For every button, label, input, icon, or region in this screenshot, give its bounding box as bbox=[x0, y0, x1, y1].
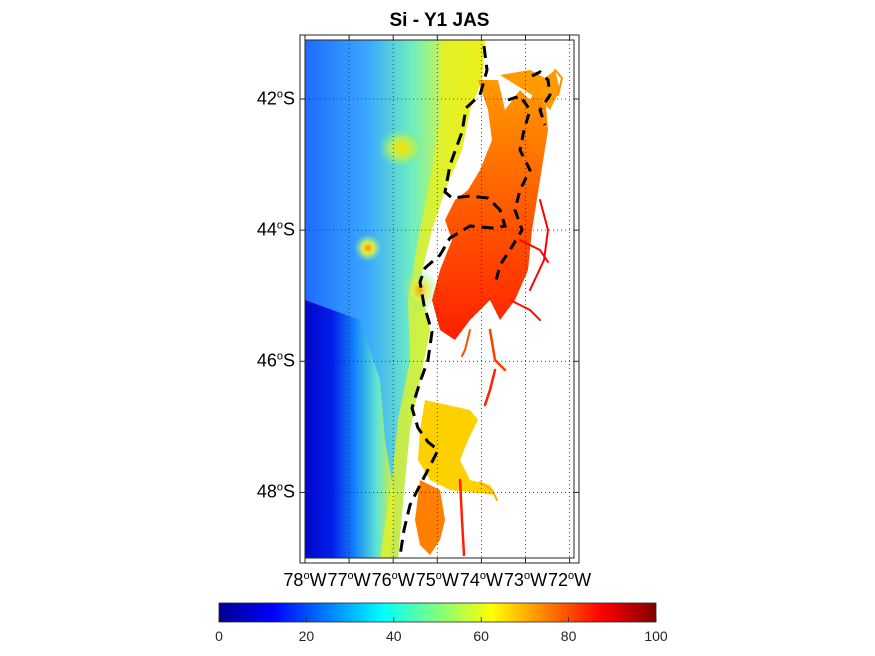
lon-label-hemisphere: W bbox=[574, 570, 592, 590]
lon-label-degrees: 73 bbox=[503, 570, 524, 590]
eddy-north bbox=[378, 128, 426, 168]
colorbar-tick-label: 100 bbox=[644, 628, 668, 644]
lon-label: 77oW bbox=[328, 570, 371, 591]
eddy-west bbox=[354, 234, 382, 262]
map-frame bbox=[304, 39, 575, 559]
lon-label-hemisphere: W bbox=[397, 570, 415, 590]
contour-line-north bbox=[531, 70, 552, 126]
lon-label-degrees: 75 bbox=[415, 570, 436, 590]
map-frame-inner bbox=[299, 34, 580, 564]
degree-symbol: o bbox=[391, 570, 398, 582]
colorbar-tick-label: 80 bbox=[560, 628, 577, 644]
lon-label: 75oW bbox=[416, 570, 459, 591]
contour-line-inner bbox=[493, 94, 532, 286]
lon-label-hemisphere: W bbox=[309, 570, 327, 590]
lat-label: 42oS bbox=[257, 89, 295, 110]
lat-label: 48oS bbox=[257, 482, 295, 503]
contour-line bbox=[398, 45, 507, 557]
deep-ocean-south bbox=[305, 300, 395, 558]
lat-label-degrees: 48 bbox=[256, 481, 277, 502]
lon-label: 73oW bbox=[504, 570, 547, 591]
lon-label: 72oW bbox=[548, 570, 591, 591]
degree-symbol: o bbox=[568, 570, 575, 582]
eddy-coast bbox=[402, 268, 438, 312]
lon-label-degrees: 72 bbox=[548, 570, 569, 590]
degree-symbol: o bbox=[276, 350, 283, 363]
degree-symbol: o bbox=[276, 219, 283, 232]
degree-symbol: o bbox=[303, 570, 310, 582]
lat-label-hemisphere: S bbox=[282, 88, 295, 109]
map-title: Si - Y1 JAS bbox=[389, 10, 490, 31]
lat-label-hemisphere: S bbox=[282, 350, 295, 371]
degree-symbol: o bbox=[479, 570, 486, 582]
lat-label-hemisphere: S bbox=[282, 481, 295, 502]
lat-label-degrees: 42 bbox=[256, 88, 277, 109]
degree-symbol: o bbox=[347, 570, 354, 582]
lat-label: 44oS bbox=[257, 220, 295, 241]
inner-sea-south bbox=[418, 400, 495, 495]
degree-symbol: o bbox=[435, 570, 442, 582]
coastal-band bbox=[380, 40, 485, 558]
colorbar-tick-label: 60 bbox=[473, 628, 489, 644]
colorbar-tick-label: 20 bbox=[298, 628, 315, 644]
lon-label-degrees: 78 bbox=[283, 570, 304, 590]
colorbar-tick-label: 0 bbox=[215, 628, 223, 644]
degree-symbol: o bbox=[523, 570, 531, 582]
lon-label-degrees: 76 bbox=[371, 570, 392, 590]
lon-label: 78oW bbox=[283, 570, 326, 591]
lon-label: 76oW bbox=[372, 570, 415, 591]
lon-label-degrees: 77 bbox=[327, 570, 348, 590]
lon-label-hemisphere: W bbox=[441, 570, 459, 590]
si-field bbox=[305, 40, 574, 558]
lat-label: 46oS bbox=[257, 351, 295, 372]
fjord-channels bbox=[458, 69, 564, 557]
colorbar bbox=[218, 602, 657, 623]
degree-symbol: o bbox=[276, 88, 283, 101]
inner-sea-north bbox=[432, 80, 548, 340]
lon-label-hemisphere: W bbox=[485, 570, 503, 590]
graticule bbox=[304, 40, 574, 558]
colorbar-tick-label: 40 bbox=[386, 628, 402, 644]
frame-ticks bbox=[300, 35, 579, 563]
lat-label-degrees: 46 bbox=[256, 350, 277, 371]
lon-label: 74oW bbox=[460, 570, 503, 591]
lon-label-hemisphere: W bbox=[353, 570, 371, 590]
lon-label-hemisphere: W bbox=[530, 570, 548, 590]
lon-label-degrees: 74 bbox=[459, 570, 480, 590]
degree-symbol: o bbox=[276, 481, 283, 494]
lat-label-degrees: 44 bbox=[256, 219, 277, 240]
colorbar-ticks bbox=[218, 617, 657, 622]
lat-label-hemisphere: S bbox=[282, 219, 295, 240]
